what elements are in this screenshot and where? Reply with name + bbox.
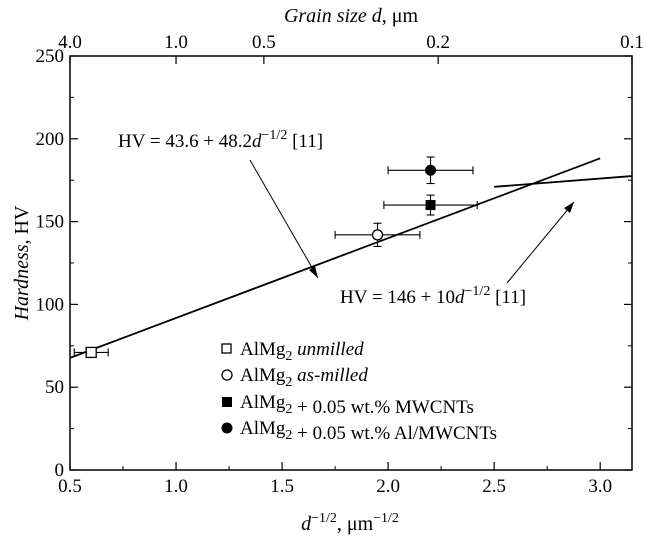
- top-tick-label: 1.0: [164, 32, 188, 53]
- legend-label-mwcnts: AlMg2 + 0.05 wt.% MWCNTs: [240, 392, 474, 418]
- y-tick-label: 250: [36, 46, 65, 67]
- x-tick-label: 0.5: [58, 476, 82, 497]
- x-tick-label: 2.0: [376, 476, 400, 497]
- legend-marker-mwcnts: [222, 397, 232, 407]
- y-axis-ticks: 0 50 100 150 200 250: [36, 46, 632, 481]
- legend-label-unmilled: AlMg2 unmilled: [240, 339, 364, 364]
- data-point-mwcnts: [425, 200, 436, 211]
- top-tick-label: 0.1: [620, 32, 644, 53]
- fit-lines: [69, 157, 633, 359]
- data-point-al-mwcnts: [425, 164, 437, 176]
- annotation-arrow-1: [249, 159, 319, 279]
- x-tick-label: 1.5: [270, 476, 294, 497]
- legend-marker-as-milled: [221, 369, 233, 381]
- x-tick-label: 1.0: [164, 476, 188, 497]
- y-tick-label: 200: [36, 129, 65, 150]
- x-axis-ticks: 0.5 1.0 1.5 2.0 2.5 3.0: [58, 462, 612, 497]
- annotation-hall-petch: HV = 43.6 + 48.2d−1/2 [11]: [118, 128, 323, 152]
- top-axis-title: Grain size d, μm: [284, 5, 419, 27]
- legend-marker-unmilled: [221, 343, 232, 354]
- y-tick-label: 0: [55, 460, 65, 481]
- top-tick-label: 0.5: [252, 32, 276, 53]
- data-markers: [73, 156, 478, 359]
- annotation-arrow-2-head: [564, 202, 574, 213]
- top-tick-label: 4.0: [58, 32, 82, 53]
- top-axis-ticks: 4.0 1.0 0.5 0.2 0.1: [58, 32, 644, 64]
- data-point-unmilled: [85, 346, 97, 359]
- y-tick-label: 50: [45, 377, 64, 398]
- top-tick-label: 0.2: [426, 32, 450, 53]
- legend-marker-al-mwcnts: [221, 422, 233, 434]
- data-point-as-milled: [371, 229, 384, 241]
- legend-label-as-milled: AlMg2 as-milled: [240, 365, 368, 390]
- x-tick-label: 3.0: [588, 476, 612, 497]
- y-axis-title: Hardness, HV: [11, 205, 33, 321]
- fit-line-1: [69, 157, 601, 359]
- x-tick-label: 2.5: [482, 476, 506, 497]
- fit-line-2: [494, 175, 633, 188]
- annotation-inverse: HV = 146 + 10d−1/2 [11]: [340, 284, 526, 308]
- x-axis-title: d−1/2, μm−1/2: [301, 511, 399, 535]
- annotation-arrow-1-head: [309, 266, 318, 278]
- y-tick-label: 100: [36, 294, 65, 315]
- annotation-arrow-2: [506, 201, 575, 284]
- legend: AlMg2 unmilled AlMg2 as-milled AlMg2 + 0…: [221, 339, 497, 444]
- legend-label-al-mwcnts: AlMg2 + 0.05 wt.% Al/MWCNTs: [240, 418, 497, 444]
- y-tick-label: 150: [36, 212, 65, 233]
